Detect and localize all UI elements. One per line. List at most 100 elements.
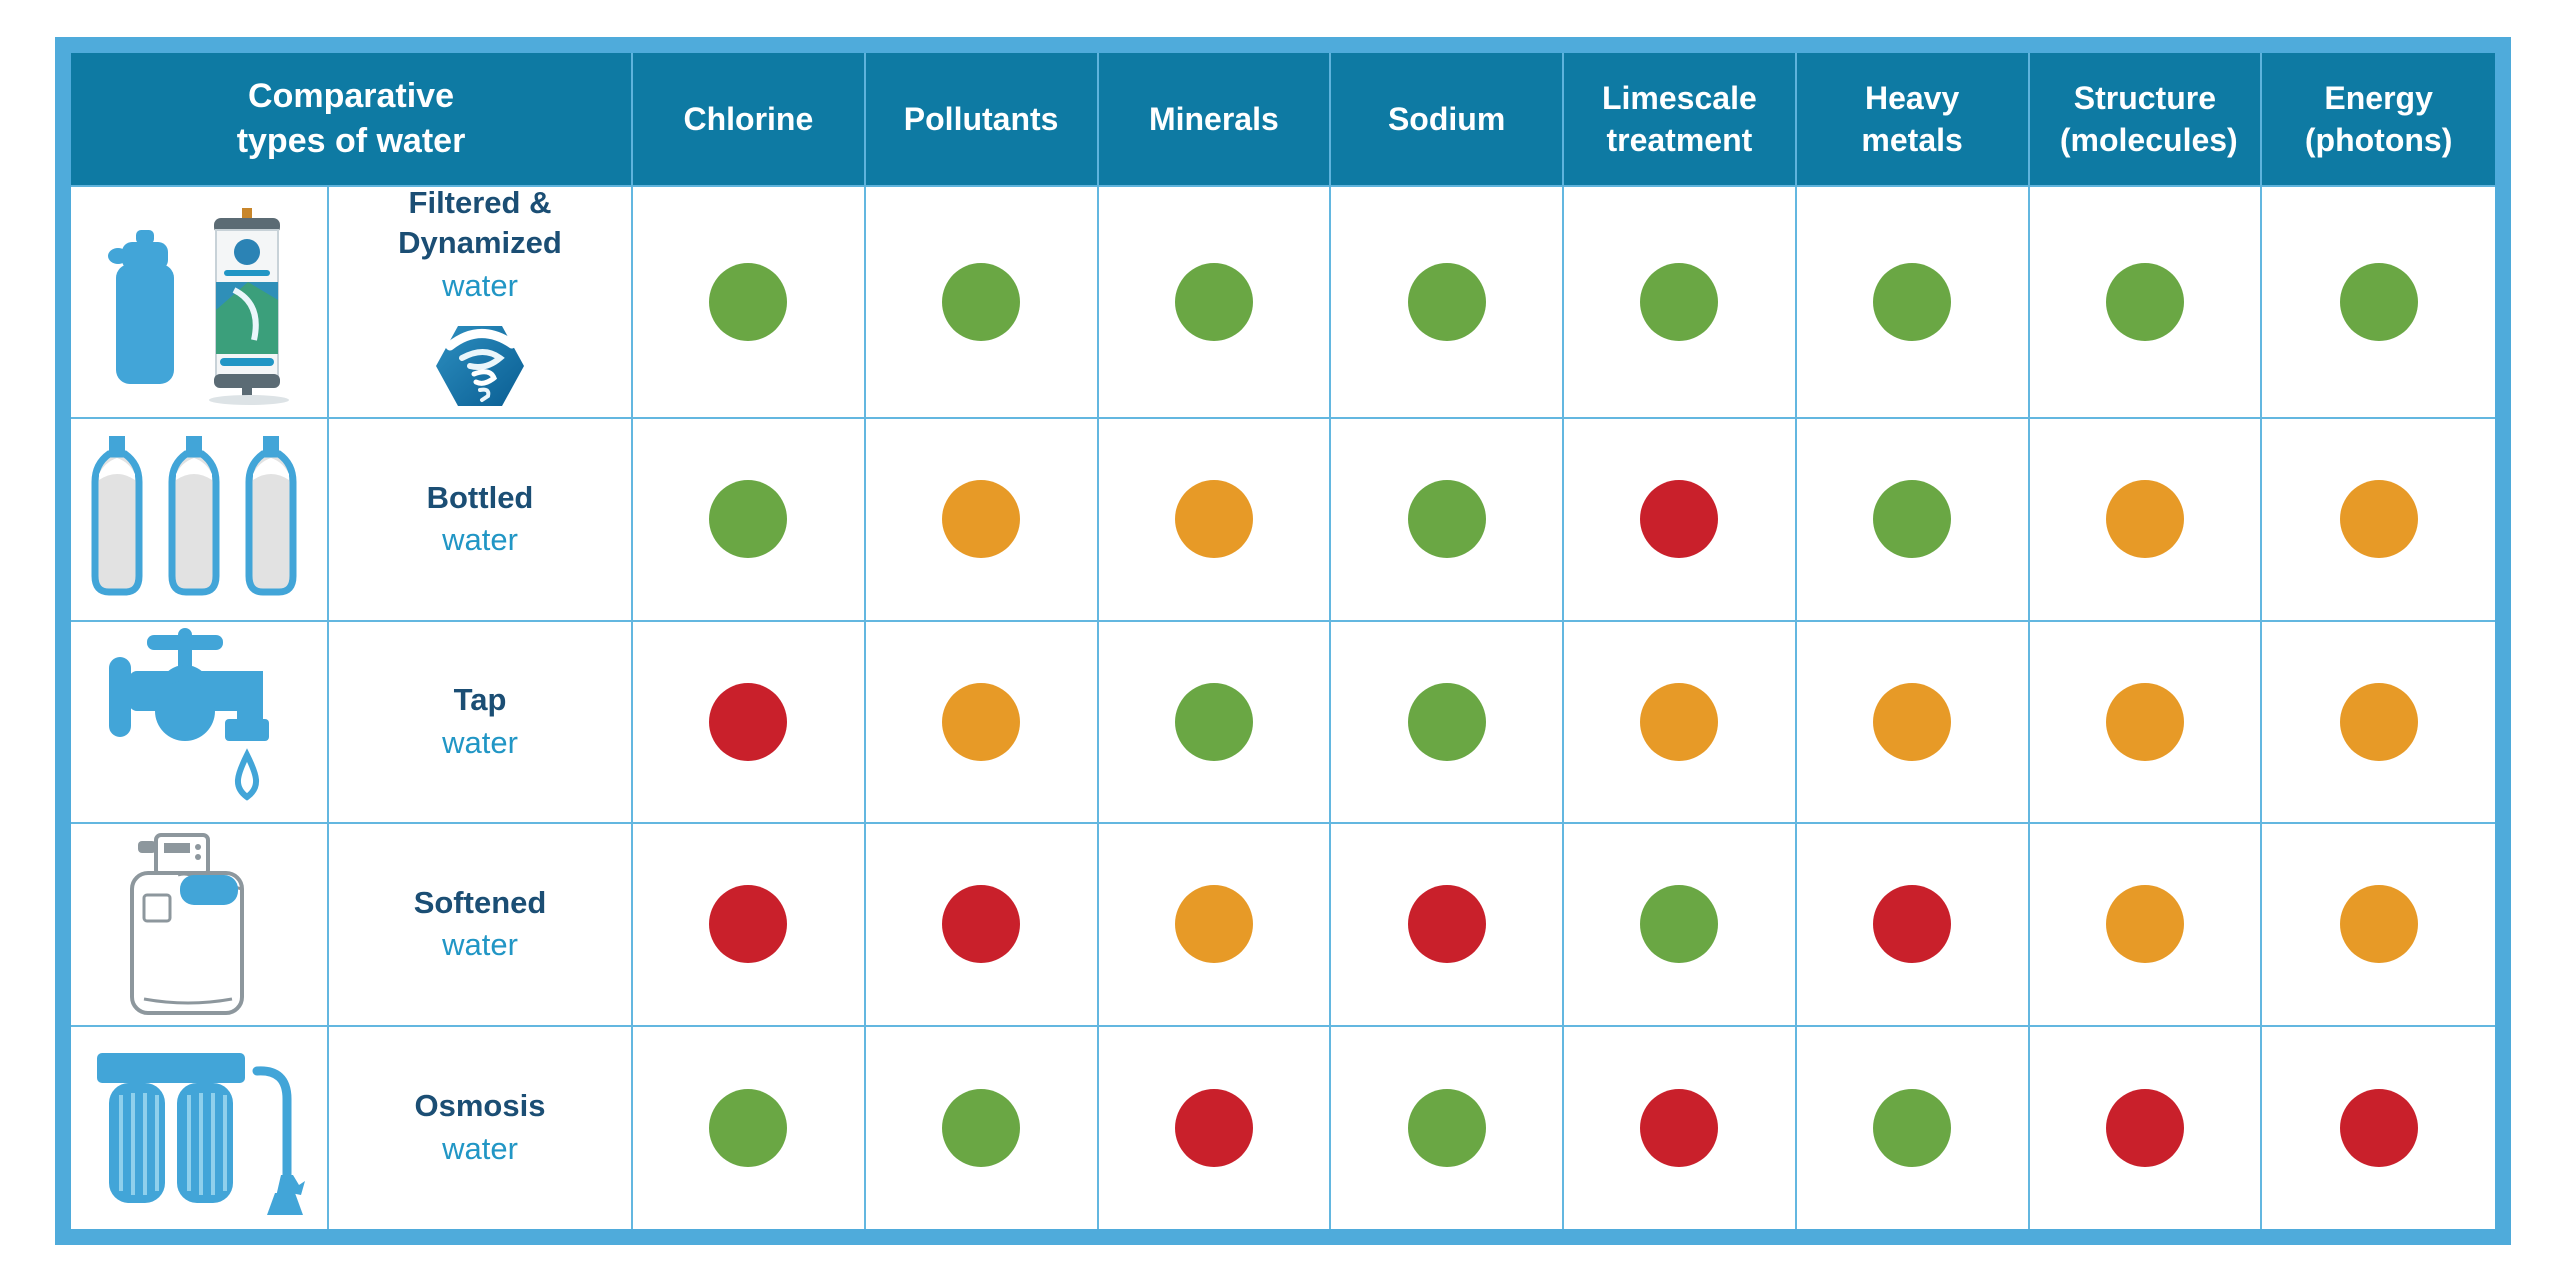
rating-dot (2339, 682, 2418, 761)
row-label-cell: Bottled water (329, 419, 633, 622)
rating-dot (942, 263, 1021, 341)
row-label-cell: Filtered & Dynamized water (329, 185, 633, 419)
rating-cell (2262, 622, 2495, 824)
water-softener-image (130, 833, 244, 1016)
rating-dot (1407, 1088, 1486, 1167)
column-header-chlorine: Chlorine (633, 53, 866, 187)
column-header-heavy-metals: Heavy metals (1796, 53, 2030, 187)
rating-cell (1564, 621, 1797, 824)
rating-cell (1796, 187, 2030, 419)
rating-cell (1564, 1026, 1797, 1229)
rating-cell (2029, 621, 2263, 824)
rating-cell (1331, 1026, 1564, 1229)
rating-cell (2262, 187, 2495, 419)
rating-dot (1873, 480, 1952, 559)
row-subname: water (442, 267, 518, 303)
rating-cell (1099, 1026, 1332, 1229)
row-image-cell (71, 419, 329, 622)
tap-faucet-image (109, 627, 269, 801)
rating-cell (2029, 187, 2263, 419)
rating-dot (2105, 263, 2184, 341)
row-name: Filtered & Dynamized (398, 185, 562, 261)
rating-dot (2105, 885, 2184, 964)
column-header-minerals: Minerals (1098, 53, 1332, 187)
rating-dot (1174, 480, 1253, 559)
column-header-pollutants: Pollutants (865, 53, 1099, 187)
table-title: Comparative types of water (236, 77, 466, 160)
row-image-cell (71, 1026, 329, 1229)
rating-dot (1873, 885, 1952, 964)
row-image-cell (71, 621, 329, 824)
rating-dot (1640, 480, 1719, 559)
rating-cell (633, 419, 866, 622)
row-subname: water (442, 927, 518, 963)
row-image-cell (71, 187, 329, 419)
rating-dot (709, 682, 788, 761)
rating-dot (1873, 682, 1952, 761)
rating-cell (1564, 419, 1797, 622)
column-header-sodium: Sodium (1331, 53, 1564, 187)
rating-cell (1564, 824, 1797, 1027)
rating-cell (1796, 621, 2030, 824)
rating-dot (1640, 1088, 1719, 1167)
rating-dot (2339, 263, 2418, 341)
row-image-cell (71, 824, 329, 1027)
rating-dot (942, 480, 1021, 559)
row-label-cell: Tap water (329, 621, 633, 824)
rating-cell (1331, 187, 1564, 419)
rating-cell (2029, 419, 2263, 622)
rating-cell (1796, 419, 2030, 622)
rating-cell (2029, 824, 2263, 1027)
rating-cell (865, 419, 1099, 622)
rating-cell (865, 187, 1099, 419)
rating-dot (1174, 682, 1253, 761)
rating-cell (2030, 1026, 2263, 1229)
row-subname: water (442, 724, 518, 760)
rating-dot (2339, 885, 2418, 964)
rating-dot (1640, 885, 1719, 964)
rating-dot (709, 1088, 788, 1167)
rating-cell (633, 621, 866, 824)
rating-dot (1174, 1088, 1253, 1167)
row-name: Softened (413, 884, 547, 920)
rating-dot (2105, 1088, 2184, 1167)
rating-cell (2262, 824, 2495, 1027)
rating-cell (2262, 419, 2495, 622)
rating-dot (1407, 263, 1486, 341)
rating-cell (633, 824, 866, 1027)
rating-dot (1174, 885, 1253, 964)
table-title-cell: Comparative types of water (71, 53, 633, 187)
rating-cell (1098, 419, 1332, 622)
bottled-water-image (91, 436, 297, 596)
rating-cell (1098, 824, 1332, 1027)
rating-dot (709, 885, 788, 964)
column-header-limescale: Limescale treatment (1564, 53, 1797, 187)
row-subname: water (442, 1130, 518, 1166)
rating-dot (1640, 263, 1719, 341)
row-name: Bottled (426, 479, 534, 515)
rating-dot (2339, 480, 2418, 559)
rating-cell (1331, 621, 1564, 824)
row-label-cell: Osmosis water (329, 1026, 633, 1229)
rating-cell (1098, 621, 1332, 824)
rating-dot (1873, 1088, 1952, 1167)
rating-dot (2105, 682, 2184, 761)
comparison-table: Comparative types of water Chlorine Poll… (55, 37, 2511, 1245)
row-name: Osmosis (414, 1088, 546, 1124)
rating-cell (1331, 419, 1564, 622)
osmosis-filter-image (97, 1053, 305, 1216)
rating-cell (865, 824, 1099, 1027)
rating-dot (1873, 263, 1952, 341)
rating-dot (709, 263, 788, 341)
rating-cell (633, 1026, 866, 1229)
rating-dot (1174, 263, 1253, 341)
rating-cell (633, 187, 866, 419)
rating-dot (1407, 682, 1486, 761)
rating-cell (866, 1026, 1099, 1229)
vortex-hexagon-icon (436, 325, 524, 406)
rating-dot (942, 1088, 1021, 1167)
row-subname: water (442, 522, 518, 558)
rating-dot (942, 682, 1021, 761)
rating-dot (1407, 480, 1486, 559)
